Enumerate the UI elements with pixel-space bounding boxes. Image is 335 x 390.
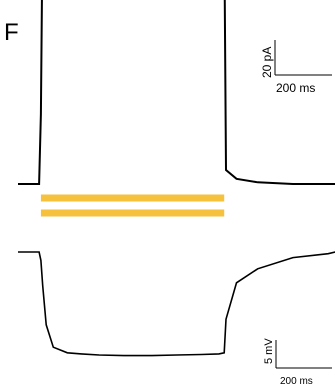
panel-label: F: [4, 19, 19, 46]
voltage-scale-y-label: 5 mV: [263, 338, 275, 364]
stimulus-bar-1: [40, 194, 225, 202]
stimulus-bar-2: [40, 209, 225, 217]
current-scale-x-label: 200 ms: [276, 81, 315, 95]
voltage-scale-x-label: 200 ms: [280, 376, 313, 387]
voltage-trace-panel: 5 mV 200 ms: [18, 251, 335, 387]
current-trace-panel: 20 pA 200 ms: [18, 0, 335, 185]
voltage-scale-bar: 5 mV 200 ms: [263, 338, 332, 387]
stimulus-bars: [40, 194, 225, 217]
current-scale-bar: 20 pA 200 ms: [260, 40, 332, 95]
voltage-trace: [18, 251, 335, 357]
current-trace: [18, 0, 335, 185]
current-scale-y-label: 20 pA: [260, 47, 274, 78]
